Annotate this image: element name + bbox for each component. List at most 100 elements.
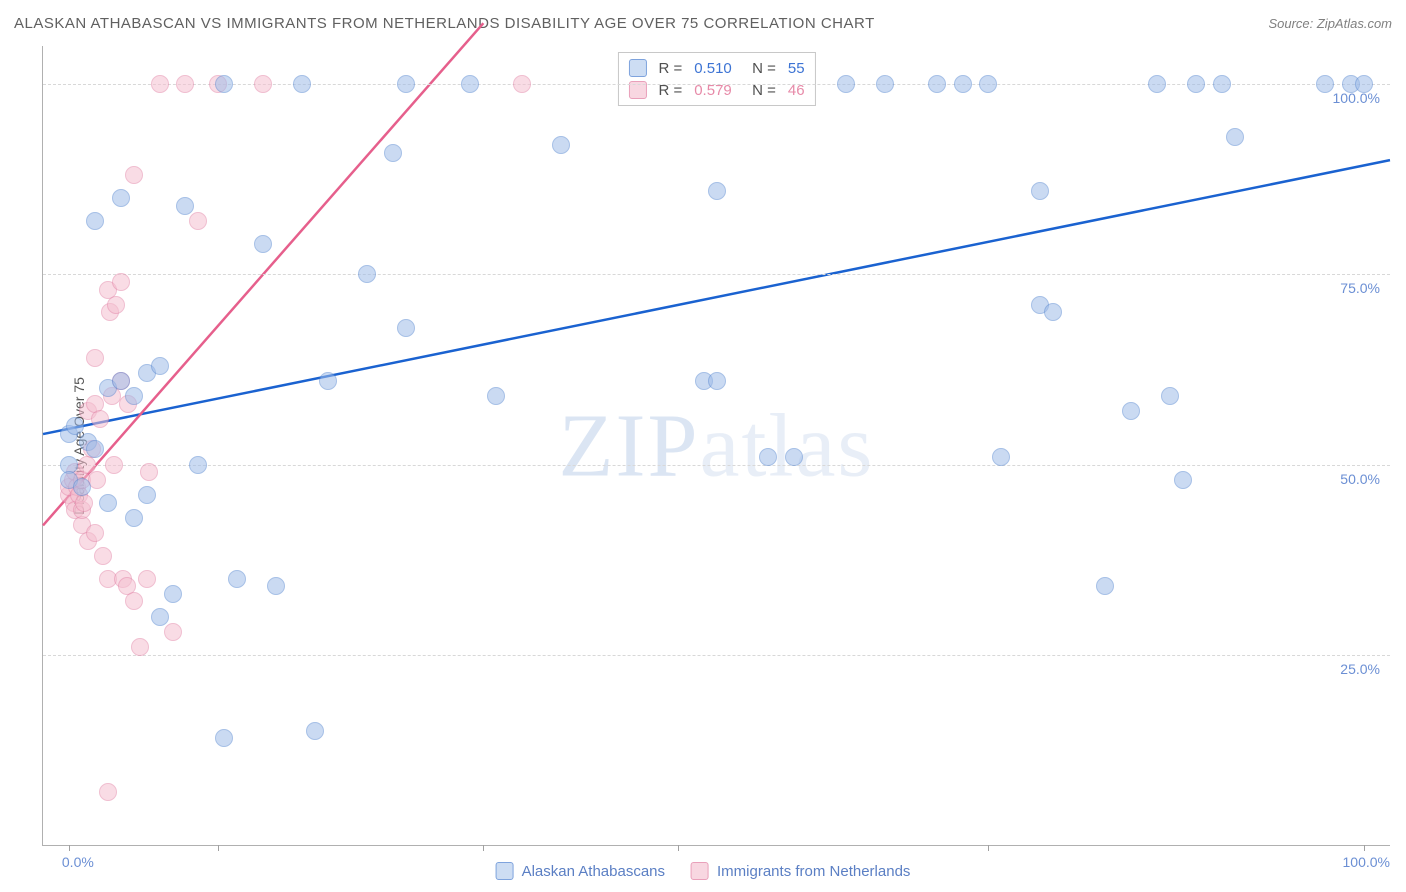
gridline-h: [43, 655, 1390, 656]
legend-label-pink: Immigrants from Netherlands: [717, 863, 910, 880]
data-point-blue: [1148, 75, 1166, 93]
data-point-blue: [979, 75, 997, 93]
data-point-pink: [151, 75, 169, 93]
data-point-blue: [176, 197, 194, 215]
data-point-pink: [75, 494, 93, 512]
stat-n-blue: 55: [788, 60, 805, 77]
data-point-pink: [513, 75, 531, 93]
legend-label-blue: Alaskan Athabascans: [522, 863, 665, 880]
data-point-blue: [1187, 75, 1205, 93]
legend-swatch-pink: [691, 862, 709, 880]
data-point-blue: [125, 509, 143, 527]
legend-item-blue: Alaskan Athabascans: [496, 862, 665, 880]
swatch-blue: [628, 59, 646, 77]
data-point-blue: [954, 75, 972, 93]
data-point-pink: [176, 75, 194, 93]
data-point-pink: [254, 75, 272, 93]
data-point-blue: [1122, 402, 1140, 420]
data-point-blue: [319, 372, 337, 390]
x-tick-label-max: 100.0%: [1343, 854, 1390, 870]
data-point-blue: [306, 722, 324, 740]
data-point-blue: [1355, 75, 1373, 93]
data-point-pink: [189, 212, 207, 230]
data-point-blue: [1316, 75, 1334, 93]
data-point-pink: [91, 410, 109, 428]
data-point-blue: [138, 486, 156, 504]
data-point-pink: [99, 783, 117, 801]
data-point-blue: [254, 235, 272, 253]
stat-r-blue: 0.510: [694, 60, 732, 77]
data-point-blue: [151, 608, 169, 626]
source-attribution: Source: ZipAtlas.com: [1268, 16, 1392, 31]
data-point-pink: [131, 638, 149, 656]
trend-line-blue: [43, 160, 1390, 434]
data-point-blue: [876, 75, 894, 93]
data-point-blue: [1031, 182, 1049, 200]
stat-r-label: R =: [658, 60, 682, 77]
data-point-blue: [1096, 577, 1114, 595]
data-point-blue: [99, 494, 117, 512]
data-point-blue: [215, 729, 233, 747]
data-point-blue: [1174, 471, 1192, 489]
data-point-blue: [189, 456, 207, 474]
data-point-blue: [1226, 128, 1244, 146]
data-point-blue: [397, 75, 415, 93]
x-tick-label-min: 0.0%: [62, 854, 94, 870]
data-point-blue: [228, 570, 246, 588]
data-point-blue: [86, 440, 104, 458]
data-point-pink: [164, 623, 182, 641]
data-point-blue: [837, 75, 855, 93]
data-point-blue: [552, 136, 570, 154]
legend: Alaskan Athabascans Immigrants from Neth…: [496, 862, 911, 880]
legend-item-pink: Immigrants from Netherlands: [691, 862, 910, 880]
data-point-pink: [86, 524, 104, 542]
data-point-blue: [86, 212, 104, 230]
y-tick-label: 100.0%: [1333, 90, 1380, 106]
data-point-blue: [397, 319, 415, 337]
data-point-blue: [992, 448, 1010, 466]
chart-title: ALASKAN ATHABASCAN VS IMMIGRANTS FROM NE…: [14, 15, 875, 32]
correlation-stats-box: R = 0.510 N = 55 R = 0.579 N = 46: [617, 52, 815, 106]
y-tick-label: 75.0%: [1340, 280, 1380, 296]
data-point-blue: [708, 182, 726, 200]
x-tick: [1364, 845, 1365, 851]
gridline-h: [43, 274, 1390, 275]
y-tick-label: 25.0%: [1340, 661, 1380, 677]
data-point-pink: [107, 296, 125, 314]
data-point-blue: [112, 372, 130, 390]
data-point-pink: [140, 463, 158, 481]
watermark: ZIPatlas: [559, 394, 875, 497]
data-point-blue: [73, 478, 91, 496]
data-point-pink: [88, 471, 106, 489]
x-tick: [678, 845, 679, 851]
data-point-pink: [138, 570, 156, 588]
data-point-blue: [1213, 75, 1231, 93]
data-point-blue: [358, 265, 376, 283]
data-point-blue: [384, 144, 402, 162]
data-point-pink: [112, 273, 130, 291]
data-point-blue: [759, 448, 777, 466]
data-point-blue: [164, 585, 182, 603]
x-tick: [988, 845, 989, 851]
data-point-blue: [215, 75, 233, 93]
x-tick: [218, 845, 219, 851]
data-point-blue: [928, 75, 946, 93]
plot-area: ZIPatlas R = 0.510 N = 55 R = 0.579 N = …: [42, 46, 1390, 846]
x-tick: [69, 845, 70, 851]
data-point-blue: [1044, 303, 1062, 321]
x-tick: [483, 845, 484, 851]
stats-row-pink: R = 0.579 N = 46: [628, 79, 804, 101]
data-point-pink: [125, 166, 143, 184]
data-point-pink: [94, 547, 112, 565]
data-point-blue: [487, 387, 505, 405]
gridline-h: [43, 465, 1390, 466]
y-tick-label: 50.0%: [1340, 471, 1380, 487]
data-point-blue: [461, 75, 479, 93]
data-point-blue: [112, 189, 130, 207]
data-point-blue: [66, 417, 84, 435]
trend-lines-layer: [43, 46, 1390, 845]
data-point-blue: [293, 75, 311, 93]
data-point-blue: [1161, 387, 1179, 405]
data-point-blue: [708, 372, 726, 390]
legend-swatch-blue: [496, 862, 514, 880]
